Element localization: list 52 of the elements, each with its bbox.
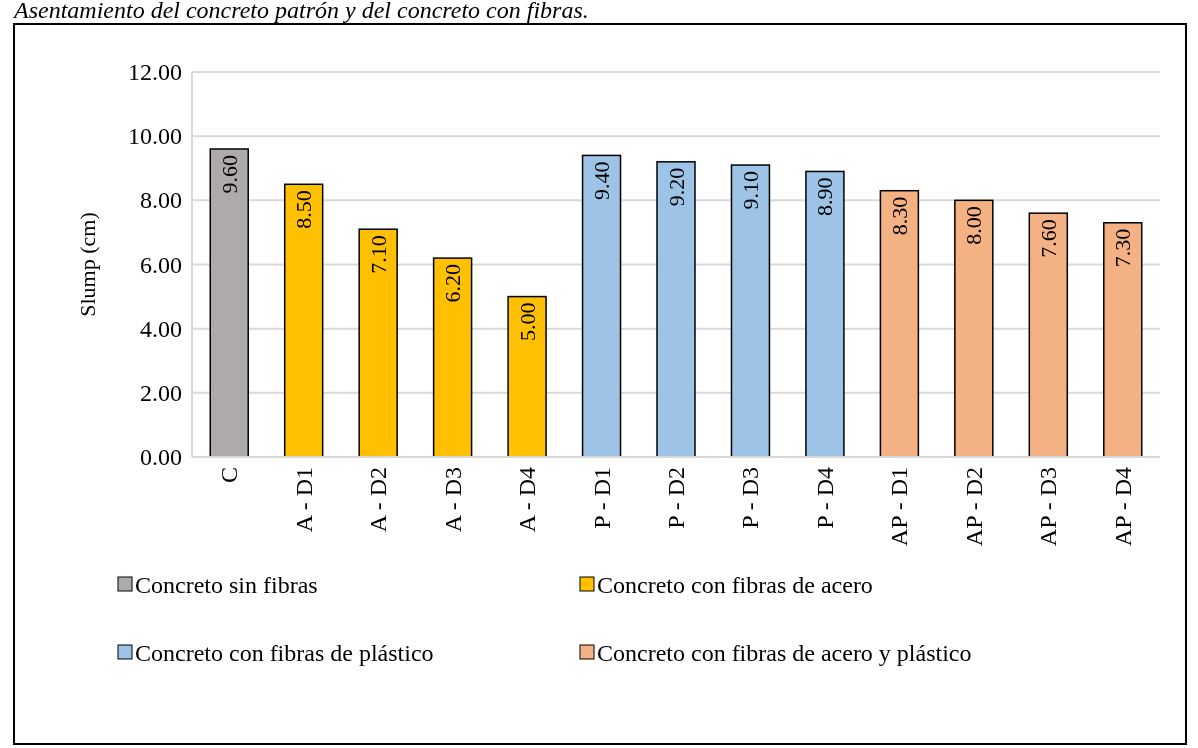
data-label: 9.10 bbox=[737, 171, 763, 210]
x-tick-label: P - D2 bbox=[663, 467, 689, 529]
data-label: 6.20 bbox=[440, 264, 466, 303]
bar bbox=[1103, 222, 1143, 458]
x-tick-label: P - D3 bbox=[737, 467, 764, 529]
x-tick-label: C bbox=[216, 467, 243, 484]
x-tick-label: A - D4 bbox=[514, 467, 541, 533]
data-label: 8.30 bbox=[886, 196, 912, 236]
data-label: 7.30 bbox=[1110, 228, 1136, 268]
bar bbox=[879, 189, 920, 458]
data-label: 8.90 bbox=[812, 177, 838, 216]
data-label: 5.00 bbox=[514, 302, 540, 342]
y-tick-label: 2.00 bbox=[140, 379, 182, 406]
data-label: 9.60 bbox=[216, 155, 242, 194]
legend-label: Concreto con fibras de acero y plástico bbox=[597, 640, 972, 666]
bar bbox=[1028, 212, 1069, 458]
data-label: 7.60 bbox=[1035, 219, 1061, 258]
data-label: 8.50 bbox=[291, 190, 317, 229]
legend-label: Concreto con fibras de acero bbox=[597, 572, 873, 598]
bar bbox=[358, 228, 398, 458]
bar bbox=[432, 257, 473, 458]
x-tick-label: AP - D1 bbox=[886, 467, 913, 547]
y-tick-label: 0.00 bbox=[140, 444, 182, 470]
y-tick-label: 12.00 bbox=[128, 59, 182, 85]
data-label: 9.40 bbox=[589, 161, 615, 200]
x-tick-label: AP - D3 bbox=[1035, 467, 1062, 547]
x-tick-label: A - D1 bbox=[290, 467, 317, 533]
bar bbox=[283, 183, 324, 458]
y-tick-label: 4.00 bbox=[140, 315, 182, 342]
x-tick-label: A - D3 bbox=[439, 467, 466, 533]
data-label: 9.20 bbox=[663, 167, 689, 207]
legend-label: Concreto sin fibras bbox=[135, 572, 318, 598]
data-label: 8.00 bbox=[961, 206, 987, 245]
bar bbox=[730, 164, 771, 458]
y-tick-label: 6.00 bbox=[140, 251, 182, 278]
data-label: 7.10 bbox=[365, 235, 391, 274]
bar bbox=[656, 161, 696, 458]
y-tick-label: 8.00 bbox=[140, 187, 182, 214]
y-axis-title: Slump (cm) bbox=[75, 212, 100, 317]
bar bbox=[954, 199, 994, 458]
chart-title: Asentamiento del concreto patrón y del concreto con fibras. bbox=[12, 0, 589, 23]
x-tick-label: P - D4 bbox=[811, 467, 838, 529]
x-tick-label: P - D1 bbox=[588, 467, 615, 529]
bar bbox=[209, 148, 249, 458]
legend-label: Concreto con fibras de plástico bbox=[135, 640, 434, 666]
bar bbox=[805, 170, 845, 458]
x-tick-label: A - D2 bbox=[365, 467, 392, 533]
y-tick-label: 10.00 bbox=[128, 123, 182, 150]
x-tick-label: AP - D4 bbox=[1109, 467, 1136, 547]
bar bbox=[507, 295, 547, 458]
x-tick-label: AP - D2 bbox=[960, 467, 987, 547]
bar bbox=[581, 154, 622, 458]
